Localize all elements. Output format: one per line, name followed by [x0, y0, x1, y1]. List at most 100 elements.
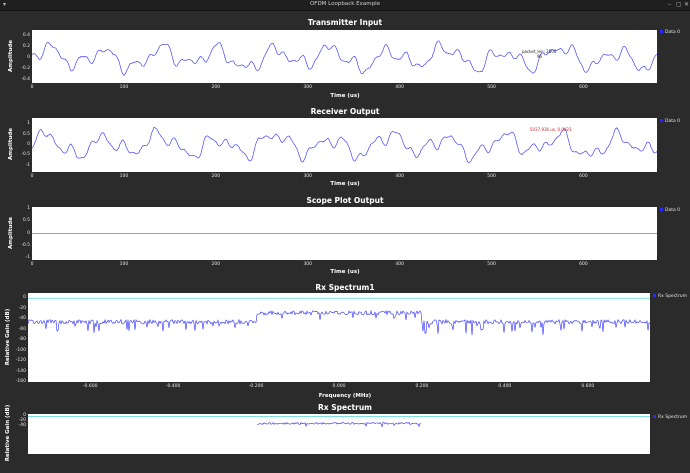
plot-title: Rx Spectrum	[318, 403, 372, 412]
y-tick-label: 1	[27, 206, 30, 212]
x-axis-label: Time (us)	[330, 93, 360, 99]
window-titlebar[interactable]: ▾ OFDM Loopback Example – ▢ ✕	[0, 0, 690, 11]
window-title: OFDM Loopback Example	[309, 1, 381, 7]
y-tick-label: -1	[25, 254, 31, 260]
plot-title: Rx Spectrum1	[315, 283, 375, 292]
x-tick-label: 0	[30, 262, 34, 267]
y-tick-label: -20	[18, 418, 26, 424]
x-tick-label: 0.000	[332, 384, 346, 389]
y-tick-label: -120	[15, 358, 26, 364]
plot-canvas-spectrum1[interactable]	[28, 293, 650, 382]
series-line-data-0	[32, 126, 657, 163]
y-tick-label: 0.5	[22, 131, 30, 137]
x-tick-label: 0.600	[581, 384, 595, 389]
y-tick-label: -1	[25, 162, 31, 168]
plot-svg	[32, 40, 657, 76]
minimize-icon[interactable]: –	[668, 1, 671, 8]
y-tick-label: 0.5	[22, 218, 30, 224]
legend-entry[interactable]: Data 0	[660, 119, 680, 124]
legend-label: Data 0	[665, 30, 681, 35]
y-tick-label: -0.5	[21, 242, 30, 248]
y-tick-label: -20	[18, 305, 26, 311]
window-menu-icon[interactable]: ▾	[3, 1, 7, 8]
y-tick-label: 0	[27, 142, 30, 147]
legend-label: Data 0	[665, 208, 681, 213]
plot-canvas-transmitter[interactable]	[32, 30, 657, 83]
x-tick-label: 600	[579, 174, 588, 179]
x-tick-label: 500	[487, 262, 496, 267]
x-tick-label: 100	[119, 262, 129, 267]
series-line-data-0	[32, 40, 657, 76]
plot-svg	[28, 297, 650, 336]
plot-canvas-scope[interactable]	[32, 207, 657, 260]
y-tick-label: 0	[23, 413, 26, 419]
x-tick-label: 600	[579, 262, 588, 267]
maximize-icon[interactable]: ▢	[676, 1, 682, 8]
legend-entry[interactable]: Data 0	[660, 30, 680, 35]
x-tick-label: 100	[119, 85, 129, 90]
y-tick-label: -0.2	[21, 66, 30, 72]
x-tick-label: 200	[211, 174, 221, 179]
y-tick-label: 1	[27, 121, 30, 127]
x-tick-label: 200	[211, 85, 221, 90]
legend-swatch	[660, 30, 663, 33]
legend-swatch	[660, 119, 663, 122]
x-tick-label: 200	[211, 262, 221, 267]
y-tick-label: -60	[18, 326, 26, 332]
y-tick-label: 0	[27, 54, 30, 60]
x-tick-label: -0.600	[82, 384, 98, 389]
x-tick-label: 300	[303, 262, 313, 267]
x-axis-label: Frequency (MHz)	[318, 393, 372, 399]
x-tick-label: 0	[30, 85, 34, 90]
y-tick-label: 0.2	[22, 43, 30, 49]
cursor-readout: 5037.936 us, 0.0023	[530, 127, 572, 132]
plot-svg	[32, 126, 657, 163]
y-tick-label: -40	[18, 316, 26, 322]
legend-label: Rx Spectrum	[658, 294, 688, 299]
legend-label: Data 0	[665, 119, 681, 124]
legend-entry[interactable]: Rx Spectrum	[653, 294, 687, 299]
y-tick-label: 0.4	[22, 32, 30, 38]
packet-len-annotation-sub: 96	[537, 54, 543, 59]
y-tick-label: 0	[27, 230, 30, 236]
x-tick-label: 100	[119, 174, 129, 179]
x-tick-label: 400	[395, 85, 404, 90]
y-tick-label: -0.4	[21, 77, 30, 83]
legend-swatch	[653, 415, 656, 418]
plot-svg	[28, 416, 650, 428]
plot-canvas-spectrum[interactable]	[28, 414, 650, 454]
close-icon[interactable]: ✕	[684, 1, 690, 8]
y-tick-label: -40	[18, 422, 26, 428]
x-tick-label: -0.400	[165, 384, 181, 389]
x-tick-label: 400	[395, 262, 404, 267]
y-tick-label: -0.5	[21, 152, 30, 158]
x-tick-label: 500	[487, 174, 496, 179]
series-line-rx-spectrum	[256, 421, 421, 428]
y-axis-label: Relative Gain (dB)	[5, 404, 11, 462]
x-tick-label: 500	[487, 85, 496, 90]
x-axis-label: Time (us)	[330, 269, 360, 275]
y-tick-label: -100	[15, 347, 26, 353]
plot-svg	[32, 233, 657, 234]
packet-len-annotation: packet_len: 2800	[522, 49, 557, 54]
legend-entry[interactable]: Rx Spectrum	[653, 415, 687, 420]
legend-swatch	[653, 294, 656, 297]
plot-title: Receiver Output	[310, 107, 380, 116]
x-tick-label: 0.200	[415, 384, 429, 389]
plot-title: Scope Plot Output	[306, 196, 384, 205]
x-tick-label: 600	[579, 85, 588, 90]
y-tick-label: -140	[15, 368, 26, 374]
legend-entry[interactable]: Data 0	[660, 208, 680, 213]
legend-label: Rx Spectrum	[658, 415, 688, 420]
y-tick-label: -80	[18, 337, 26, 343]
x-tick-label: -0.200	[248, 384, 264, 389]
y-tick-label: 0	[23, 295, 26, 301]
plot-canvas-receiver[interactable]	[32, 118, 657, 172]
series-line-rx-spectrum	[28, 309, 650, 336]
x-axis-label: Time (us)	[330, 181, 360, 187]
legend-swatch	[660, 208, 663, 211]
plot-title: Transmitter Input	[307, 18, 383, 27]
y-tick-label: -160	[15, 379, 26, 384]
x-tick-label: 300	[303, 174, 313, 179]
x-tick-label: 0	[30, 174, 34, 179]
